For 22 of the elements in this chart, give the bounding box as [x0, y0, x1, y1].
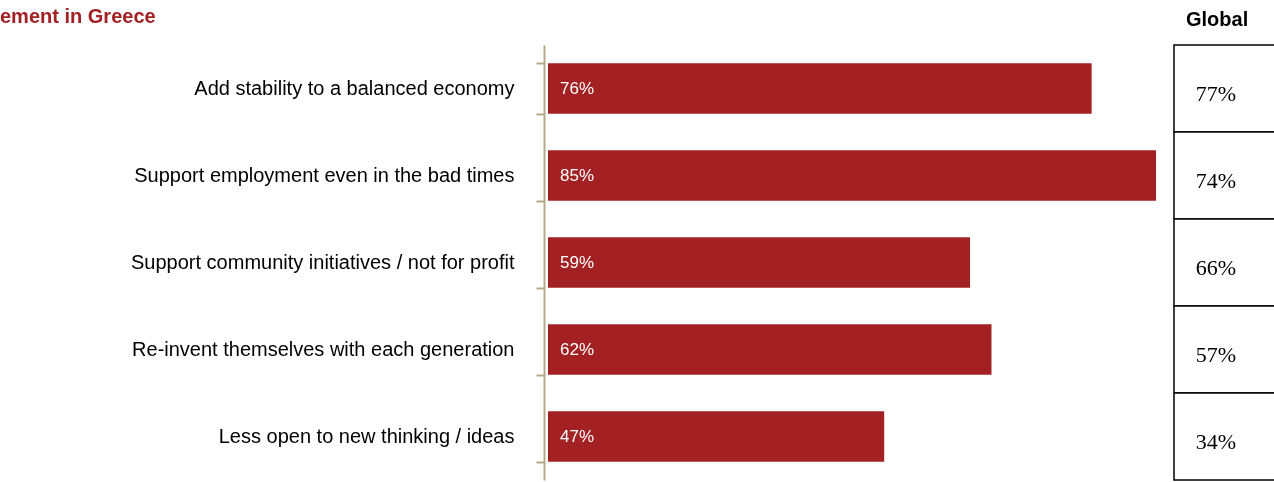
- text: 74%: [1195, 167, 1237, 193]
- y-tick-label: Support community initiatives / not for profit: [131, 251, 515, 273]
- bar: [548, 237, 971, 288]
- bar: [548, 150, 1156, 201]
- y-tick-label: Re-invent themselves with each generation: [132, 338, 515, 360]
- text: 66%: [1195, 254, 1237, 280]
- text: Global: [1186, 8, 1249, 31]
- data-label: 47%: [560, 426, 595, 446]
- text: 34%: [1195, 428, 1237, 454]
- y-tick-label: Add stability to a balanced economy: [194, 77, 515, 99]
- data-label: 62%: [560, 339, 595, 359]
- y-tick-label: Support employment even in the bad times: [134, 164, 515, 186]
- text: 57%: [1195, 341, 1237, 367]
- data-label: 85%: [560, 165, 595, 185]
- bar: [548, 411, 885, 462]
- text: ement in Greece: [0, 5, 156, 27]
- bar: [548, 63, 1092, 114]
- y-tick-label: Less open to new thinking / ideas: [218, 425, 515, 447]
- bar: [548, 324, 992, 375]
- text: 77%: [1195, 80, 1237, 106]
- data-label: 76%: [560, 78, 595, 98]
- data-label: 59%: [560, 252, 595, 272]
